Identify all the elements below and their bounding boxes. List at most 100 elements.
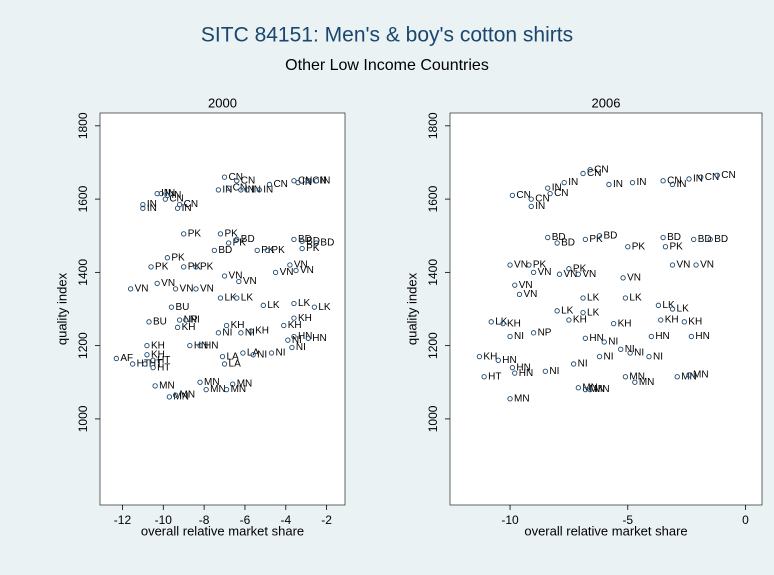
point xyxy=(162,196,168,202)
point-label: VN xyxy=(161,278,175,289)
y-tick-label: 1800 xyxy=(426,112,440,139)
x-tick-label: -12 xyxy=(114,513,132,527)
point xyxy=(575,271,581,277)
point-label: BD xyxy=(561,238,575,249)
point xyxy=(662,244,669,250)
point xyxy=(530,330,537,336)
point xyxy=(289,344,295,351)
point xyxy=(686,372,692,378)
x-tick-label: -10 xyxy=(155,513,173,527)
point-label: VN xyxy=(700,260,714,271)
point xyxy=(287,262,293,268)
point xyxy=(238,187,244,193)
x-tick-label: -10 xyxy=(501,513,519,527)
point-label: IN xyxy=(147,203,157,214)
point xyxy=(566,317,572,323)
point xyxy=(268,350,275,356)
point-label: LK xyxy=(561,305,574,316)
point-label: BD xyxy=(552,232,566,243)
point xyxy=(545,234,551,241)
point-label: BD xyxy=(298,234,312,245)
point-label: MN xyxy=(514,393,530,404)
point xyxy=(311,304,318,310)
point-label: PK xyxy=(155,262,169,273)
point xyxy=(305,178,311,184)
point-label: PK xyxy=(200,262,214,273)
point xyxy=(197,379,203,385)
point xyxy=(181,264,187,270)
point xyxy=(580,295,586,301)
y-tick-label: 1400 xyxy=(426,259,440,286)
point-label: MN xyxy=(589,384,605,395)
point-label: VN xyxy=(180,283,194,294)
point-label: HN xyxy=(502,355,516,366)
point-label: VN xyxy=(514,260,528,271)
point-label: KH xyxy=(231,320,245,331)
point-label: NI xyxy=(604,351,614,362)
point xyxy=(580,310,586,316)
point-label: CN xyxy=(705,172,719,183)
point xyxy=(655,302,662,308)
point xyxy=(158,190,164,197)
point-label: CN xyxy=(184,199,198,210)
point xyxy=(542,368,549,374)
point xyxy=(620,275,626,281)
point xyxy=(291,315,297,321)
point xyxy=(507,396,513,402)
point-label: VN xyxy=(135,283,149,294)
x-axis-label: overall relative market share xyxy=(141,523,304,538)
point xyxy=(223,386,230,393)
point-label: HN xyxy=(589,333,603,344)
point-label: CN xyxy=(667,175,681,186)
point-label: BD xyxy=(320,238,334,249)
point-label: HN xyxy=(516,362,530,373)
point-label: KH xyxy=(182,322,196,333)
point-label: PK xyxy=(188,229,202,240)
point-label: LK xyxy=(241,293,254,304)
point-label: HN xyxy=(655,331,669,342)
point xyxy=(260,302,266,308)
point xyxy=(127,286,134,292)
point-label: MN xyxy=(210,384,226,395)
point-label: LK xyxy=(298,298,311,309)
point-label: LK xyxy=(224,293,237,304)
point-label: PK xyxy=(306,243,320,254)
point-label: CN xyxy=(273,179,287,190)
point-label: IN xyxy=(245,185,255,196)
point xyxy=(570,361,577,367)
point-label: PK xyxy=(233,238,247,249)
point xyxy=(688,333,695,340)
panel-title: 2000 xyxy=(208,95,237,110)
point-label: HN xyxy=(519,368,533,379)
point-label: NI xyxy=(578,359,588,370)
point-label: IN xyxy=(693,174,703,185)
point-label: MN xyxy=(629,371,645,382)
point-label: NI xyxy=(608,337,618,348)
point xyxy=(512,370,518,376)
point xyxy=(509,192,516,199)
x-tick-label: -6 xyxy=(240,513,251,527)
point xyxy=(144,342,150,349)
point xyxy=(714,172,720,178)
point-label: VN xyxy=(582,269,596,280)
point-label: BD xyxy=(714,234,728,245)
point xyxy=(223,322,230,329)
point xyxy=(313,240,320,246)
point-label: NI xyxy=(549,366,559,377)
point-label: MN xyxy=(204,377,220,388)
point xyxy=(130,361,136,367)
x-tick-label: -8 xyxy=(199,513,210,527)
point xyxy=(313,178,320,184)
point xyxy=(596,233,603,239)
point-label: HN xyxy=(194,340,208,351)
point xyxy=(587,386,593,393)
point-label: BD xyxy=(667,232,681,243)
point-label: CN xyxy=(554,188,568,199)
point xyxy=(181,231,187,237)
point xyxy=(481,374,487,380)
point xyxy=(528,196,534,202)
point xyxy=(648,333,654,340)
point-label: VN xyxy=(523,289,537,300)
y-tick-label: 1200 xyxy=(76,332,90,359)
